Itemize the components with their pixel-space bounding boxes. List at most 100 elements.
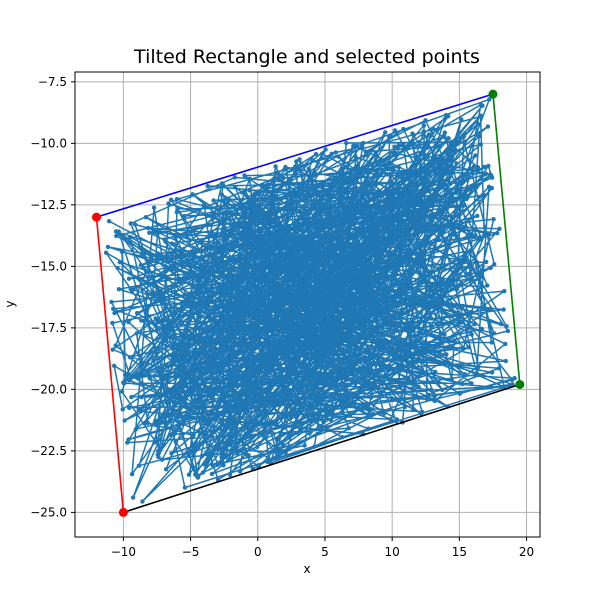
series-point xyxy=(362,320,368,326)
series-point xyxy=(205,452,210,457)
series-point xyxy=(122,418,127,423)
series-point xyxy=(128,234,133,240)
series-point xyxy=(419,206,424,211)
series-point xyxy=(497,226,502,231)
series-point xyxy=(391,355,397,360)
series-point xyxy=(393,327,398,332)
series-point xyxy=(337,261,342,267)
series-point xyxy=(238,205,243,211)
series-point xyxy=(134,331,139,336)
series-point xyxy=(360,383,365,388)
series-point xyxy=(157,370,162,375)
series-point xyxy=(153,440,159,445)
series-point xyxy=(324,337,329,342)
chart-title: Tilted Rectangle and selected points xyxy=(133,46,480,68)
series-point xyxy=(271,235,277,240)
series-point xyxy=(160,420,166,425)
series-point xyxy=(196,341,201,346)
series-point xyxy=(407,172,412,178)
series-point xyxy=(311,172,316,178)
series-point xyxy=(422,370,427,375)
series-point xyxy=(469,332,474,337)
series-point xyxy=(410,223,415,228)
series-point xyxy=(164,375,169,381)
series-point xyxy=(392,128,398,133)
series-point xyxy=(413,216,418,222)
series-point xyxy=(389,180,394,185)
series-point xyxy=(294,397,299,402)
series-point xyxy=(375,326,380,331)
selected-point xyxy=(488,89,498,99)
series-point xyxy=(352,325,357,331)
series-point xyxy=(151,358,156,364)
series-point xyxy=(437,164,442,169)
series-point xyxy=(307,176,312,181)
series-point xyxy=(174,210,179,215)
series-point xyxy=(222,390,228,396)
series-point xyxy=(204,368,209,374)
series-point xyxy=(174,354,180,360)
series-point xyxy=(421,129,426,134)
series-point xyxy=(138,409,143,414)
series-point xyxy=(258,277,263,282)
series-point xyxy=(112,363,117,368)
series-point xyxy=(176,396,182,402)
series-point xyxy=(355,240,360,245)
series-point xyxy=(182,213,187,219)
series-point xyxy=(275,338,281,343)
series-point xyxy=(159,457,165,462)
series-point xyxy=(297,325,302,330)
series-point xyxy=(366,380,371,386)
series-point xyxy=(491,331,497,336)
series-point xyxy=(371,222,377,228)
series-point xyxy=(189,379,194,385)
series-point xyxy=(333,267,338,273)
series-point xyxy=(396,303,401,308)
series-point xyxy=(460,381,465,387)
series-point xyxy=(309,314,315,319)
series-point xyxy=(405,200,410,206)
series-point xyxy=(394,419,399,424)
series-point xyxy=(233,297,238,302)
series-point xyxy=(265,422,271,428)
series-point xyxy=(252,193,257,198)
series-point xyxy=(159,383,165,389)
series-point xyxy=(210,462,215,468)
series-point xyxy=(486,163,491,169)
series-point xyxy=(235,318,240,324)
series-point xyxy=(481,192,487,198)
series-point xyxy=(273,170,279,175)
series-point xyxy=(461,260,467,265)
series-point xyxy=(262,427,267,432)
series-point xyxy=(344,140,349,146)
series-point xyxy=(419,249,425,254)
series-point xyxy=(281,175,286,181)
series-point xyxy=(143,333,148,339)
series-point xyxy=(374,342,380,347)
series-point xyxy=(328,417,334,423)
series-point xyxy=(403,187,408,193)
series-point xyxy=(300,376,306,381)
selected-point xyxy=(515,379,525,389)
series-point xyxy=(351,143,356,149)
series-point xyxy=(266,455,271,460)
series-point xyxy=(382,265,387,270)
series-point xyxy=(225,343,230,349)
series-point xyxy=(354,319,359,324)
series-point xyxy=(488,306,493,312)
series-point xyxy=(457,391,463,396)
series-point xyxy=(297,300,303,305)
series-point xyxy=(178,249,184,255)
series-point xyxy=(394,190,399,195)
x-tick-label: 10 xyxy=(385,545,400,559)
series-point xyxy=(462,372,468,377)
series-point xyxy=(326,281,331,286)
series-point xyxy=(254,190,260,195)
series-point xyxy=(173,439,178,444)
series-point xyxy=(240,243,245,248)
series-point xyxy=(133,427,138,432)
series-point xyxy=(163,467,169,472)
series-point xyxy=(184,297,189,302)
series-point xyxy=(322,358,327,363)
series-point xyxy=(313,151,319,157)
